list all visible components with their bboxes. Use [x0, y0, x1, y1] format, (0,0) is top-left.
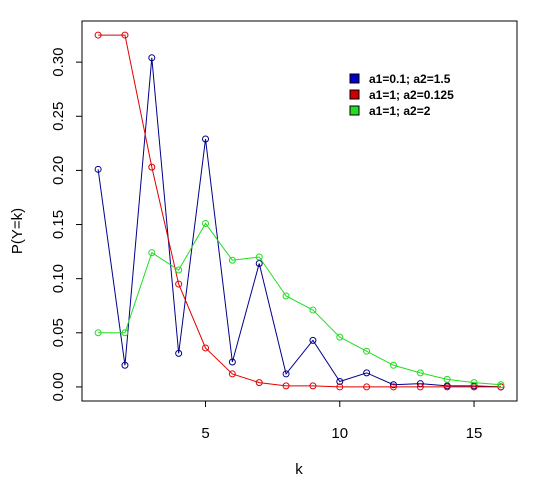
data-point [282, 292, 290, 300]
data-point [148, 249, 156, 257]
legend-label: a1=0.1; a2=1.5 [369, 72, 451, 86]
y-tick-label: 0.20 [50, 156, 67, 185]
data-point [363, 369, 371, 377]
data-point [336, 378, 344, 386]
y-axis: 0.00 0.05 0.10 0.15 0.20 0.25 0.30 [50, 48, 82, 402]
data-point [202, 344, 210, 352]
series-line [97, 57, 501, 388]
data-point [175, 266, 183, 274]
legend-label: a1=1; a2=0.125 [369, 88, 454, 102]
x-axis: 5 10 15 [201, 401, 482, 442]
y-axis-title: P(Y=k) [9, 208, 26, 254]
series-line [98, 34, 501, 388]
data-point [255, 379, 263, 387]
data-point [336, 383, 344, 391]
legend-swatch [349, 105, 360, 116]
data-point [363, 347, 371, 355]
data-point [309, 306, 317, 314]
data-point [497, 381, 505, 389]
y-tick-label: 0.05 [50, 318, 67, 347]
data-point [148, 163, 156, 171]
series-1 [94, 54, 505, 391]
data-point [309, 382, 317, 390]
data-point [228, 256, 236, 264]
data-point [470, 379, 478, 387]
data-point [94, 31, 102, 39]
data-point [121, 361, 129, 369]
legend-swatch [349, 73, 360, 84]
data-point [121, 31, 129, 39]
x-axis-title: k [295, 461, 303, 478]
data-point [497, 383, 505, 391]
x-tick-label: 5 [201, 425, 209, 442]
legend: a1=0.1; a2=1.5 a1=1; a2=0.125 a1=1; a2=2 [349, 72, 454, 118]
data-point [175, 280, 183, 288]
data-point [255, 253, 263, 261]
data-point [309, 336, 317, 344]
data-point [470, 383, 478, 391]
x-tick-label: 15 [466, 425, 483, 442]
data-point [416, 383, 424, 391]
data-point [282, 382, 290, 390]
data-point [148, 54, 156, 62]
data-point [94, 329, 102, 337]
series-2 [94, 31, 505, 391]
x-tick-label: 10 [331, 425, 348, 442]
y-tick-label: 0.25 [50, 102, 67, 131]
series-line [98, 222, 501, 386]
y-tick-label: 0.15 [50, 210, 67, 239]
data-point [416, 369, 424, 377]
data-point [443, 383, 451, 391]
data-point [282, 370, 290, 378]
data-point [202, 219, 210, 227]
plot-frame [81, 20, 518, 402]
data-point [443, 375, 451, 383]
legend-swatch [349, 89, 360, 100]
series-3 [94, 219, 505, 389]
data-point [228, 370, 236, 378]
data-point [389, 381, 397, 389]
y-tick-label: 0.10 [50, 264, 67, 293]
data-point [336, 333, 344, 341]
data-point [389, 361, 397, 369]
series-layer [94, 31, 505, 391]
data-point [363, 383, 371, 391]
legend-label: a1=1; a2=2 [369, 104, 431, 118]
data-point [121, 329, 129, 337]
data-point [228, 358, 236, 366]
y-tick-label: 0.30 [50, 48, 67, 77]
data-point [389, 383, 397, 391]
data-point [202, 135, 210, 143]
data-point [175, 349, 183, 357]
y-tick-label: 0.00 [50, 372, 67, 401]
data-point [94, 165, 102, 173]
